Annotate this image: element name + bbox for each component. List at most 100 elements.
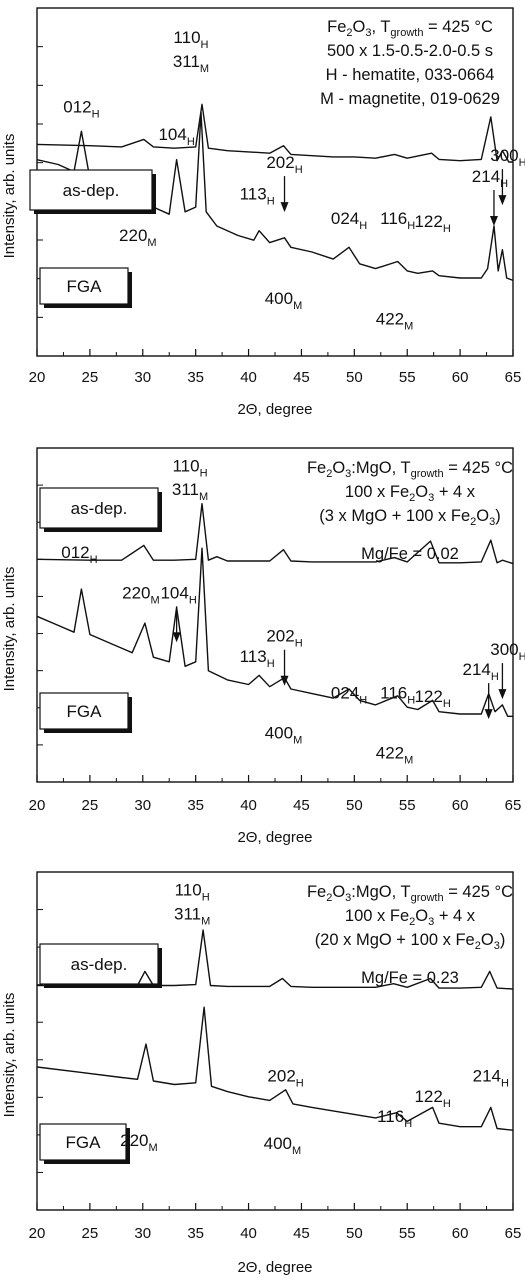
- peak-label-116H-sub: H: [407, 695, 415, 707]
- peak-label-202H-main: 202: [266, 627, 294, 646]
- peak-label-220M-main: 220: [122, 583, 150, 602]
- legend-label-fga: FGA: [67, 277, 103, 296]
- x-tick-label: 65: [505, 797, 522, 814]
- peak-label-311M: 311M: [173, 52, 209, 75]
- peak-label-202H: 202H: [266, 627, 302, 650]
- peak-label-104H: 104H: [160, 583, 196, 606]
- peak-label-311M: 311M: [174, 904, 210, 927]
- peak-label-400M: 400M: [265, 724, 303, 747]
- peak-label-122H-sub: H: [443, 223, 451, 235]
- x-axis-label: 2Θ, degree: [237, 1259, 312, 1276]
- info-line-3-segment: O: [476, 507, 489, 525]
- info-line-3-segment: ): [500, 931, 506, 949]
- x-tick-label: 35: [187, 797, 204, 814]
- info-line-1-subscript: 2: [326, 468, 332, 480]
- info-line-1-segment: O: [332, 459, 345, 477]
- peak-label-024H: 024H: [331, 684, 367, 707]
- peak-label-220M-sub: M: [148, 1142, 157, 1154]
- info-line-1-segment: , T: [371, 18, 390, 36]
- peak-label-202H-main: 202: [267, 1067, 295, 1086]
- peak-label-113H-main: 113: [240, 184, 267, 203]
- legend-box: [39, 267, 129, 305]
- info-line-2-segment: + 4 x: [434, 907, 476, 925]
- info-line-2-subscript: 3: [428, 916, 434, 928]
- info-line-1-subscript: 3: [345, 468, 351, 480]
- y-axis-label: Intensity, arb. units: [1, 134, 18, 259]
- peak-label-202H-main: 202: [266, 153, 294, 172]
- info-line-3-segment: H - hematite, 033-0664: [326, 66, 495, 84]
- x-tick-label: 35: [187, 1225, 204, 1242]
- peak-label-110H-sub: H: [201, 39, 209, 51]
- peak-label-422M-sub: M: [404, 321, 413, 333]
- peak-label-214H-main: 214: [472, 167, 500, 186]
- peak-label-202H-sub: H: [295, 638, 303, 650]
- peak-label-116H: 116H: [377, 1107, 412, 1130]
- info-line-3-subscript: 2: [470, 516, 476, 528]
- peak-label-110H-main: 110: [172, 456, 199, 475]
- info-line-1-subscript: growth: [390, 27, 423, 39]
- legend-label-as-dep: as-dep.: [63, 181, 120, 200]
- y-axis-label: Intensity, arb. units: [1, 567, 18, 692]
- peak-label-400M: 400M: [264, 1134, 302, 1157]
- info-line-1: Fe2O3:MgO, Tgrowth = 425 °C: [307, 883, 513, 904]
- x-tick-label: 30: [134, 1225, 151, 1242]
- info-line-3-segment: (20 x MgO + 100 x Fe: [315, 931, 475, 949]
- info-line-1-segment: = 425 °C: [444, 459, 514, 477]
- peak-label-122H: 122H: [414, 687, 450, 710]
- peak-arrow-head: [484, 709, 493, 720]
- peak-label-116H-main: 116: [380, 684, 407, 703]
- info-line-3: (3 x MgO + 100 x Fe2O3): [319, 507, 500, 528]
- info-line-1-segment: O: [353, 18, 366, 36]
- chart-panel-2: 20 25 30 35 40 45 50 55 60 65 2Θ, degree Intensity,…: [1, 447, 525, 846]
- peak-label-012H-main: 012: [63, 97, 91, 116]
- peak-arrow-head: [172, 632, 181, 643]
- peak-label-122H-main: 122: [414, 212, 442, 231]
- legend-label-as-dep: as-dep.: [71, 955, 128, 974]
- info-line-2-subscript: 3: [428, 492, 434, 504]
- x-axis-label: 2Θ, degree: [237, 829, 312, 846]
- peak-label-422M-main: 422: [376, 744, 404, 763]
- x-tick-label: 30: [134, 369, 151, 386]
- peak-label-122H-sub: H: [443, 698, 451, 710]
- peak-label-311M-main: 311: [174, 904, 201, 923]
- x-tick-label: 40: [240, 797, 257, 814]
- peak-label-422M-main: 422: [376, 310, 404, 329]
- peak-label-116H-main: 116: [377, 1107, 404, 1126]
- x-tick-label: 35: [187, 369, 204, 386]
- x-tick-label: 25: [82, 797, 99, 814]
- peak-label-024H-sub: H: [359, 695, 367, 707]
- peak-label-214H: 214H: [472, 167, 508, 190]
- peak-label-024H: 024H: [331, 209, 367, 232]
- info-line-3-segment: (3 x MgO + 100 x Fe: [319, 507, 470, 525]
- peak-label-400M-sub: M: [293, 735, 302, 747]
- peak-label-104H-main: 104: [160, 583, 188, 602]
- info-line-2-segment: O: [415, 483, 428, 501]
- x-tick-label: 65: [505, 369, 522, 386]
- peak-label-110H-main: 110: [175, 881, 202, 900]
- peak-label-116H-sub: H: [404, 1118, 412, 1130]
- peak-label-300H: 300H: [490, 146, 525, 169]
- peak-label-012H-sub: H: [90, 554, 98, 566]
- info-line-4-segment: Mg/Fe = 0.23: [361, 969, 459, 987]
- info-line-2-subscript: 2: [409, 492, 415, 504]
- peak-label-110H: 110H: [175, 881, 210, 904]
- legend-label-fga: FGA: [66, 1133, 102, 1152]
- info-line-1-subscript: 3: [365, 27, 371, 39]
- peak-arrow-head: [498, 689, 507, 700]
- peak-label-202H: 202H: [266, 153, 302, 176]
- info-line-4: Mg/Fe = 0.02: [361, 545, 459, 563]
- peak-label-202H: 202H: [267, 1067, 303, 1090]
- legend-box: [39, 1123, 127, 1161]
- peak-label-220M: 220M: [122, 583, 160, 606]
- peak-label-024H-main: 024: [331, 684, 359, 703]
- peak-label-110H-sub: H: [200, 467, 208, 479]
- peak-label-024H-main: 024: [331, 209, 359, 228]
- info-line-1-segment: Fe: [307, 883, 326, 901]
- info-line-3-subscript: 2: [475, 940, 481, 952]
- peak-label-012H-sub: H: [92, 108, 100, 120]
- peak-label-116H-main: 116: [380, 209, 407, 228]
- info-line-3: (20 x MgO + 100 x Fe2O3): [315, 931, 506, 952]
- info-line-2-segment: O: [415, 907, 428, 925]
- info-line-1-segment: = 425 °C: [444, 883, 514, 901]
